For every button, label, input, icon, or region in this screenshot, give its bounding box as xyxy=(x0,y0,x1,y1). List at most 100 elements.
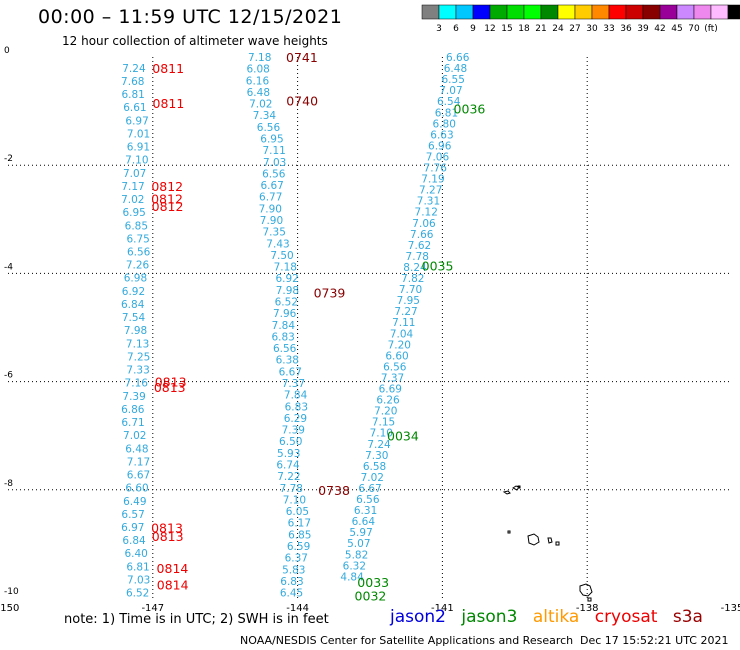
pass-time-label: 0812 xyxy=(152,199,184,214)
wave-height-label: 6.84 xyxy=(121,299,145,311)
satellite-legend: jason2 jason3 altika cryosat s3a xyxy=(390,607,713,627)
wave-height-label: 7.20 xyxy=(388,339,411,351)
x-tick-label: -138 xyxy=(576,603,599,614)
y-tick-label: -8 xyxy=(4,479,13,489)
wave-height-label: 7.18 xyxy=(274,262,297,274)
wave-height-label: 6.08 xyxy=(246,64,269,76)
pass-time-label: 0811 xyxy=(152,61,184,76)
colorbar-label: 3 xyxy=(436,24,442,34)
legend-s3a: s3a xyxy=(672,607,703,627)
colorbar-label: 21 xyxy=(535,24,546,34)
wave-height-label: 7.19 xyxy=(421,174,444,186)
wave-height-label: 7.70 xyxy=(399,284,422,296)
wave-height-label: 7.68 xyxy=(121,76,144,88)
pass-time-label: 0812 xyxy=(151,179,183,194)
wave-height-label: 7.50 xyxy=(270,250,293,262)
wave-height-label: 6.95 xyxy=(260,134,283,146)
colorbar-label: 42 xyxy=(654,24,665,34)
wave-height-label: 6.69 xyxy=(379,384,402,396)
wave-height-label: 5.97 xyxy=(349,527,372,539)
wave-height-label: 7.84 xyxy=(272,320,296,332)
wave-height-label: 6.56 xyxy=(127,246,151,258)
colorbar-swatch xyxy=(659,4,678,20)
y-tick-label: -2 xyxy=(4,154,13,164)
colorbar-label: 15 xyxy=(501,24,512,34)
colorbar: 3 6 9 12 15 18 21 24 27 30 33 36 39 42 45 70 (ft) xyxy=(421,4,740,34)
wave-height-label: 7.13 xyxy=(126,338,149,350)
legend-jason2: jason2 xyxy=(390,607,446,627)
wave-height-label: 6.67 xyxy=(260,180,283,192)
wave-height-label: 6.56 xyxy=(257,122,281,134)
pass-time-label: 0741 xyxy=(286,50,318,65)
wave-height-label: 7.26 xyxy=(126,260,150,272)
wave-height-label: 7.30 xyxy=(365,450,388,462)
wave-height-label: 6.81 xyxy=(121,89,144,101)
wave-height-label: 6.56 xyxy=(262,168,286,180)
wave-height-label: 6.67 xyxy=(127,470,150,482)
wave-height-label: 7.06 xyxy=(426,151,450,163)
wave-height-label: 6.60 xyxy=(125,483,148,495)
wave-height-label: 5.93 xyxy=(277,448,300,460)
pass-time-label: 0034 xyxy=(387,429,419,444)
wave-height-label: 7.16 xyxy=(125,378,149,390)
wave-height-label: 6.61 xyxy=(123,102,146,114)
pass-time-label: 0813 xyxy=(154,380,186,395)
pass-time-label: 0812 xyxy=(151,192,183,207)
wave-height-label: 5.82 xyxy=(345,549,368,561)
page-title: 00:00 – 11:59 UTC 12/15/2021 xyxy=(38,6,343,28)
wave-height-label: 7.37 xyxy=(282,378,305,390)
x-tick-label: -147 xyxy=(141,603,164,614)
colorbar-swatch xyxy=(540,4,559,20)
wave-height-label: 6.96 xyxy=(428,140,452,152)
colorbar-swatch xyxy=(489,4,508,20)
colorbar-swatch xyxy=(574,4,593,20)
wave-height-label: 6.85 xyxy=(288,529,311,541)
wave-height-label: 6.67 xyxy=(279,366,302,378)
wave-height-label: 6.83 xyxy=(285,401,308,413)
wave-height-label: 7.24 xyxy=(122,63,146,75)
colorbar-label: 24 xyxy=(552,24,564,34)
colorbar-label: 18 xyxy=(518,24,530,34)
wave-height-label: 6.83 xyxy=(280,576,303,588)
colorbar-label: (ft) xyxy=(704,24,718,34)
legend-cryosat: cryosat xyxy=(594,607,658,627)
wave-height-label: 6.59 xyxy=(287,541,310,553)
wave-height-label: 6.56 xyxy=(273,343,297,355)
colorbar-swatch xyxy=(557,4,576,20)
wave-height-label: 7.84 xyxy=(284,390,308,402)
colorbar-swatch xyxy=(591,4,610,20)
colorbar-label: 39 xyxy=(637,24,649,34)
wave-height-label: 7.12 xyxy=(415,207,438,219)
wave-height-label: 7.66 xyxy=(410,229,434,241)
legend-altika: altika xyxy=(532,607,580,627)
wave-height-label: 7.03 xyxy=(263,157,286,169)
wave-height-label: 6.48 xyxy=(247,87,270,99)
wave-height-label: 7.11 xyxy=(262,145,285,157)
wave-height-label: 7.78 xyxy=(280,483,303,495)
wave-height-label: 6.67 xyxy=(358,483,381,495)
wave-height-label: 6.05 xyxy=(286,506,309,518)
wave-height-label: 6.91 xyxy=(127,142,150,154)
pass-time-label: 0813 xyxy=(152,529,184,544)
wave-height-label: 6.56 xyxy=(383,361,407,373)
wave-height-label: 7.34 xyxy=(253,110,277,122)
pass-time-label: 0035 xyxy=(422,258,454,273)
wave-height-label: 6.55 xyxy=(442,74,465,86)
map-grid: -150 -147 -144 -141 -138 -135 0 -2 -4 -6 -8 -10 xyxy=(0,46,740,614)
colorbar-label: 9 xyxy=(470,24,476,34)
wave-height-label: 6.60 xyxy=(385,350,408,362)
wave-height-label: 6.49 xyxy=(123,496,146,508)
colorbar-swatch xyxy=(676,4,695,20)
colorbar-swatch xyxy=(642,4,661,20)
wave-height-label: 6.32 xyxy=(343,560,366,572)
page-subtitle: 12 hour collection of altimeter wave hei… xyxy=(62,34,328,48)
colorbar-label: 36 xyxy=(620,24,632,34)
wave-height-label: 4.84 xyxy=(340,571,364,583)
wave-height-label: 7.03 xyxy=(127,574,150,586)
wave-height-label: 7.33 xyxy=(126,365,149,377)
colorbar-label: 30 xyxy=(586,24,598,34)
wave-height-label: 5.07 xyxy=(347,538,370,550)
wave-height-label: 6.40 xyxy=(124,548,147,560)
wave-height-label: 7.10 xyxy=(370,428,393,440)
